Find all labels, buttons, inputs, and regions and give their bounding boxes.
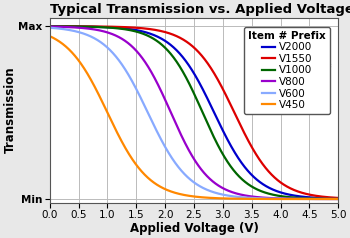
V2000 — [328, 197, 332, 200]
Line: V2000: V2000 — [50, 26, 338, 199]
V450 — [328, 198, 332, 200]
V600 — [188, 178, 192, 181]
V1550 — [62, 25, 66, 28]
V450 — [336, 198, 341, 200]
V600 — [48, 26, 52, 29]
V1000 — [328, 197, 332, 200]
V1550 — [336, 197, 341, 199]
V800 — [336, 198, 341, 200]
V600 — [328, 198, 332, 200]
V450 — [188, 194, 192, 197]
V800 — [328, 198, 332, 200]
Text: Typical Transmission vs. Applied Voltage: Typical Transmission vs. Applied Voltage — [50, 4, 350, 16]
Text: THORLABS: THORLABS — [299, 64, 332, 69]
V1000 — [180, 69, 184, 72]
V800 — [275, 197, 279, 200]
V800 — [328, 198, 332, 200]
V800 — [62, 25, 66, 28]
V600 — [336, 198, 341, 200]
V1000 — [328, 197, 332, 200]
V800 — [188, 151, 192, 154]
V1550 — [48, 25, 52, 28]
V2000 — [180, 55, 184, 58]
V1550 — [275, 178, 279, 181]
V2000 — [48, 25, 52, 28]
V2000 — [62, 25, 66, 28]
V600 — [328, 198, 332, 200]
V1000 — [336, 198, 341, 200]
V2000 — [275, 190, 279, 193]
V1550 — [328, 196, 332, 199]
V800 — [48, 25, 52, 28]
V450 — [328, 198, 332, 200]
V2000 — [328, 197, 332, 200]
V600 — [275, 197, 279, 200]
Line: V600: V600 — [50, 28, 338, 199]
V450 — [180, 193, 184, 196]
V1550 — [180, 38, 184, 40]
Line: V800: V800 — [50, 27, 338, 199]
V2000 — [188, 66, 192, 69]
V1550 — [328, 196, 332, 199]
Line: V1000: V1000 — [50, 26, 338, 199]
V1000 — [62, 25, 66, 28]
V450 — [275, 198, 279, 200]
Line: V1550: V1550 — [50, 26, 338, 198]
Legend: V2000, V1550, V1000, V800, V600, V450: V2000, V1550, V1000, V800, V600, V450 — [244, 27, 330, 114]
V2000 — [336, 197, 341, 200]
Y-axis label: Transmission: Transmission — [4, 67, 16, 153]
Line: V450: V450 — [50, 36, 338, 199]
V450 — [48, 35, 52, 38]
V1000 — [188, 84, 192, 87]
V450 — [62, 44, 66, 47]
V600 — [180, 170, 184, 173]
V1000 — [275, 194, 279, 197]
V1550 — [188, 43, 192, 46]
V600 — [62, 28, 66, 31]
X-axis label: Applied Voltage (V): Applied Voltage (V) — [130, 222, 258, 234]
V800 — [180, 136, 184, 139]
V1000 — [48, 25, 52, 28]
